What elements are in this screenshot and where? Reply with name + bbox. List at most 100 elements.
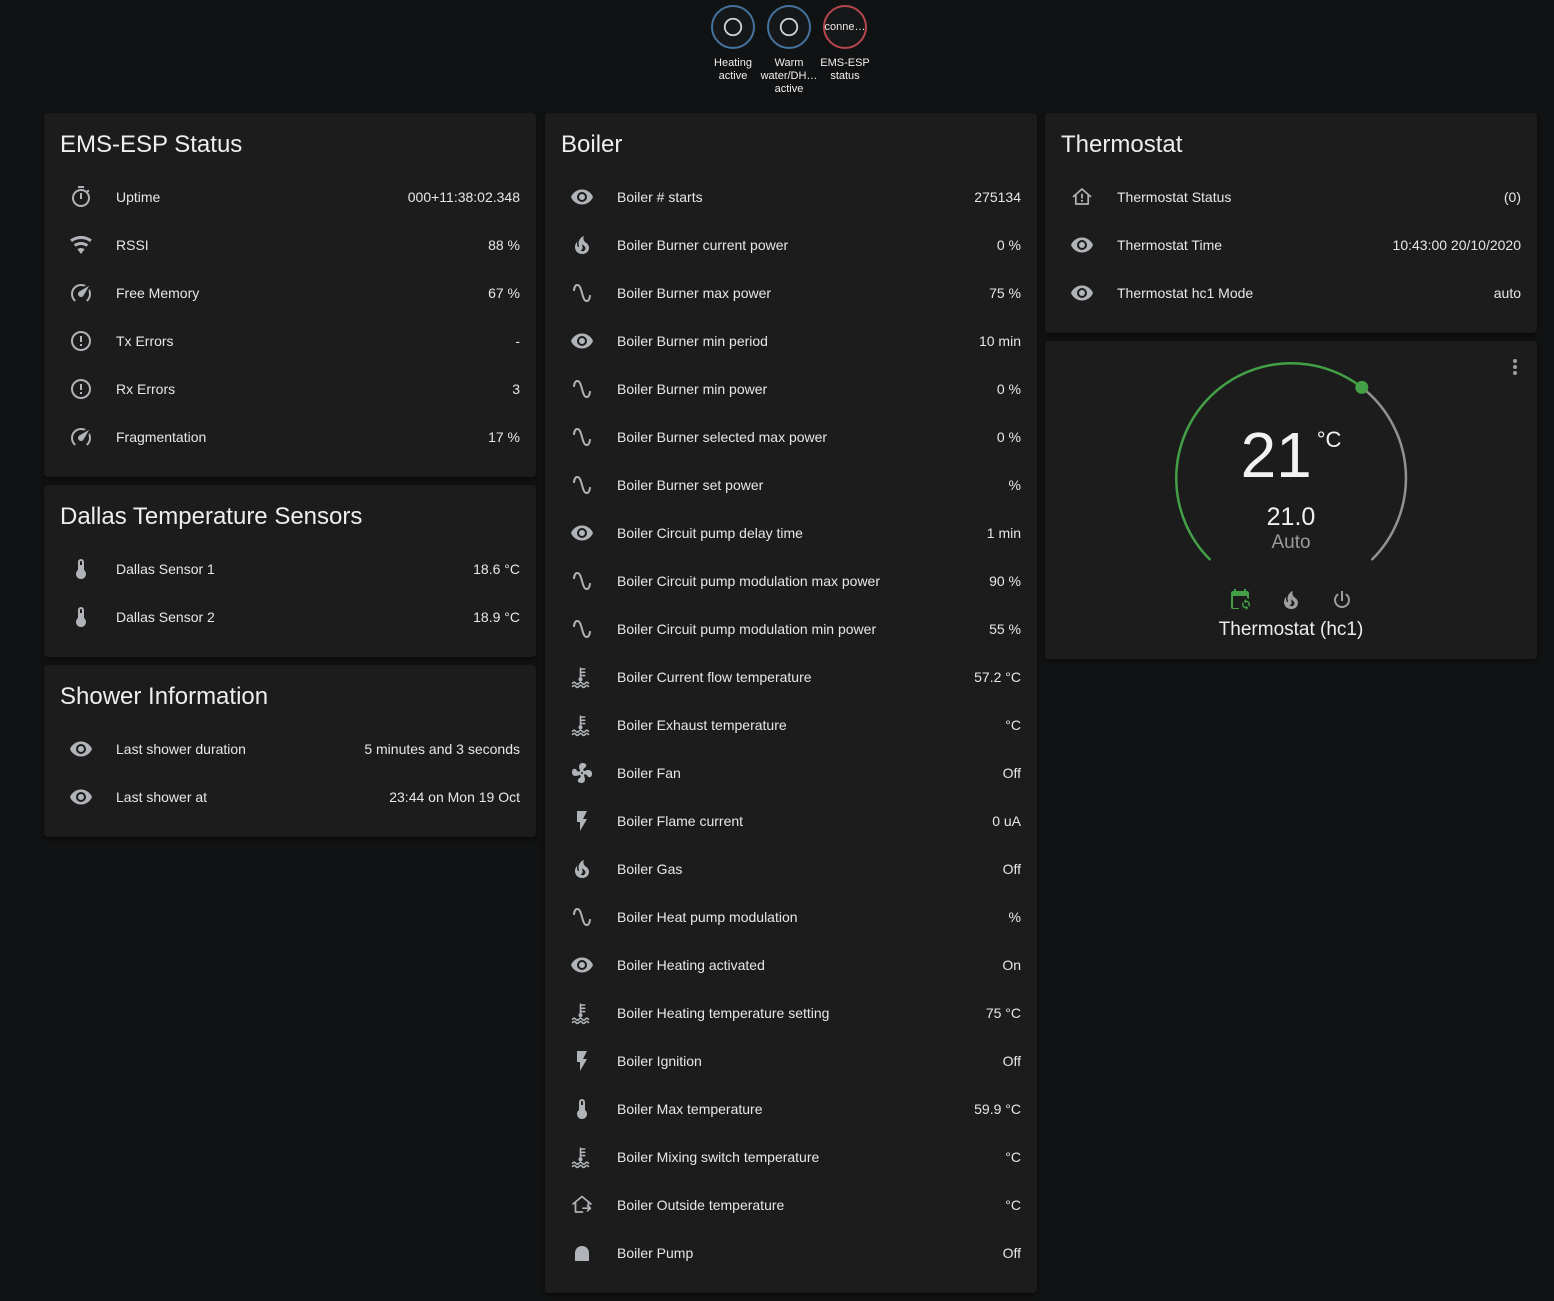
entity-name: Thermostat Status: [1117, 189, 1232, 205]
temperature-slider[interactable]: [1151, 338, 1431, 618]
thermometer-icon: [69, 605, 93, 629]
badge-ems-esp-status[interactable]: conne… EMS-ESP status: [817, 5, 873, 96]
entity-row-last-shower-duration[interactable]: Last shower duration 5 minutes and 3 seco…: [60, 725, 520, 773]
alert-circle-icon: [69, 377, 93, 401]
entity-row-free-memory[interactable]: Free Memory 67 %: [60, 269, 520, 317]
target-temperature: 21.0: [1266, 503, 1316, 531]
entity-row[interactable]: Boiler Ignition Off: [561, 1037, 1021, 1085]
entity-row[interactable]: Boiler Circuit pump delay time 1 min: [561, 509, 1021, 557]
badge-heating-active[interactable]: Heating active: [705, 5, 761, 96]
entity-row[interactable]: Boiler Burner min power 0 %: [561, 365, 1021, 413]
badge-circle: [711, 5, 755, 49]
sine-wave-icon: [570, 569, 594, 593]
entity-value: 88 %: [488, 237, 520, 253]
entity-row[interactable]: Boiler Gas Off: [561, 845, 1021, 893]
entity-row[interactable]: Boiler Circuit pump modulation min power…: [561, 605, 1021, 653]
entity-row[interactable]: Boiler Flame current 0 uA: [561, 797, 1021, 845]
gauge-icon: [69, 281, 93, 305]
alert-circle-icon: [69, 329, 93, 353]
entity-row-rx-errors[interactable]: Rx Errors 3: [60, 365, 520, 413]
radiobox-blank-icon: [722, 16, 744, 38]
entity-row[interactable]: Boiler Burner max power 75 %: [561, 269, 1021, 317]
eye-icon: [570, 953, 594, 977]
card-thermostat-dial: 21 °C 21.0 Auto Thermostat (hc1): [1045, 341, 1537, 659]
entity-name: Boiler Pump: [617, 1245, 694, 1261]
entity-row-fragmentation[interactable]: Fragmentation 17 %: [60, 413, 520, 461]
flash-icon: [570, 1049, 594, 1073]
entity-value: 75 %: [989, 285, 1021, 301]
entity-row-dallas-2[interactable]: Dallas Sensor 2 18.9 °C: [60, 593, 520, 641]
entity-value: auto: [1493, 285, 1521, 301]
entity-row-last-shower-at[interactable]: Last shower at 23:44 on Mon 19 Oct: [60, 773, 520, 821]
entity-name: Boiler Burner min period: [617, 333, 768, 349]
entity-name: RSSI: [116, 237, 149, 253]
entity-row[interactable]: Boiler Burner min period 10 min: [561, 317, 1021, 365]
entity-row-thermostat-hc1-mode[interactable]: Thermostat hc1 Mode auto: [1061, 269, 1521, 317]
gauge-icon: [69, 425, 93, 449]
entity-row[interactable]: Boiler Mixing switch temperature °C: [561, 1133, 1021, 1181]
home-alert-icon: [1070, 185, 1094, 209]
entity-row[interactable]: Boiler Burner current power 0 %: [561, 221, 1021, 269]
fire-icon: [570, 233, 594, 257]
entity-row[interactable]: Boiler Fan Off: [561, 749, 1021, 797]
badge-state-text: conne…: [824, 21, 866, 33]
entity-row[interactable]: Boiler Heating temperature setting 75 °C: [561, 989, 1021, 1037]
entity-name: Free Memory: [116, 285, 200, 301]
eye-icon: [1070, 281, 1094, 305]
thermometer-icon: [570, 1097, 594, 1121]
entity-value: 67 %: [488, 285, 520, 301]
entity-name: Uptime: [116, 189, 161, 205]
current-temperature: 21 °C: [1151, 420, 1431, 505]
entity-row-tx-errors[interactable]: Tx Errors -: [60, 317, 520, 365]
entity-value: 90 %: [989, 573, 1021, 589]
slider-track-remaining: [1360, 386, 1408, 561]
entity-row[interactable]: Boiler Outside temperature °C: [561, 1181, 1021, 1229]
entity-row[interactable]: Boiler Exhaust temperature °C: [561, 701, 1021, 749]
entity-name: Last shower duration: [116, 741, 246, 757]
slider-handle[interactable]: [1355, 380, 1369, 394]
badge-warm-water-active[interactable]: Warm water/DH… active: [761, 5, 817, 96]
entity-row[interactable]: Boiler Burner selected max power 0 %: [561, 413, 1021, 461]
middle-column: Boiler Boiler # starts 275134 Boiler Burn…: [545, 113, 1037, 1301]
entity-name: Boiler Outside temperature: [617, 1197, 785, 1213]
card-shower-information: Shower Information Last shower duration 5…: [44, 665, 536, 837]
entity-name: Boiler Fan: [617, 765, 681, 781]
dots-vertical-icon[interactable]: [1503, 355, 1527, 379]
entity-value: 10 min: [978, 333, 1021, 349]
entity-row[interactable]: Boiler Circuit pump modulation max power…: [561, 557, 1021, 605]
entity-value: -: [515, 333, 520, 349]
entity-name: Dallas Sensor 1: [116, 561, 215, 577]
left-column: EMS-ESP Status Uptime 000+11:38:02.348 RS…: [44, 113, 536, 845]
eye-icon: [570, 521, 594, 545]
entity-row[interactable]: Boiler Burner set power%: [561, 461, 1021, 509]
entity-value: °C: [1005, 1149, 1021, 1165]
entity-row-thermostat-status[interactable]: Thermostat Status (0): [1061, 173, 1521, 221]
entity-name: Boiler Heating activated: [617, 957, 765, 973]
entity-row[interactable]: Boiler Pump Off: [561, 1229, 1021, 1277]
entity-value: °C: [1005, 1197, 1021, 1213]
card-ems-esp-status: EMS-ESP Status Uptime 000+11:38:02.348 RS…: [44, 113, 536, 477]
entity-row[interactable]: Boiler Current flow temperature 57.2 °C: [561, 653, 1021, 701]
fire-icon: [570, 857, 594, 881]
entity-row-rssi[interactable]: RSSI 88 %: [60, 221, 520, 269]
card-title: EMS-ESP Status: [60, 131, 243, 158]
entity-row[interactable]: Boiler Heating activated On: [561, 941, 1021, 989]
power-icon[interactable]: [1330, 588, 1354, 612]
entity-row-dallas-1[interactable]: Dallas Sensor 1 18.6 °C: [60, 545, 520, 593]
sine-wave-icon: [570, 905, 594, 929]
card-dallas-sensors: Dallas Temperature Sensors Dallas Sensor…: [44, 485, 536, 657]
fire-icon[interactable]: [1279, 588, 1303, 612]
entity-row-uptime[interactable]: Uptime 000+11:38:02.348: [60, 173, 520, 221]
calendar-sync-icon[interactable]: [1228, 588, 1252, 612]
coolant-temperature-icon: [570, 713, 594, 737]
entity-name: Boiler Current flow temperature: [617, 669, 812, 685]
entity-row[interactable]: Boiler Heat pump modulation%: [561, 893, 1021, 941]
entity-row-thermostat-time[interactable]: Thermostat Time 10:43:00 20/10/2020: [1061, 221, 1521, 269]
entity-row[interactable]: Boiler Max temperature 59.9 °C: [561, 1085, 1021, 1133]
entity-name: Tx Errors: [116, 333, 174, 349]
entity-row[interactable]: Boiler # starts 275134: [561, 173, 1021, 221]
entity-name: Rx Errors: [116, 381, 176, 397]
entity-value: 3: [512, 381, 520, 397]
entity-name: Boiler Burner set power: [617, 477, 764, 493]
card-boiler: Boiler Boiler # starts 275134 Boiler Burn…: [545, 113, 1037, 1293]
